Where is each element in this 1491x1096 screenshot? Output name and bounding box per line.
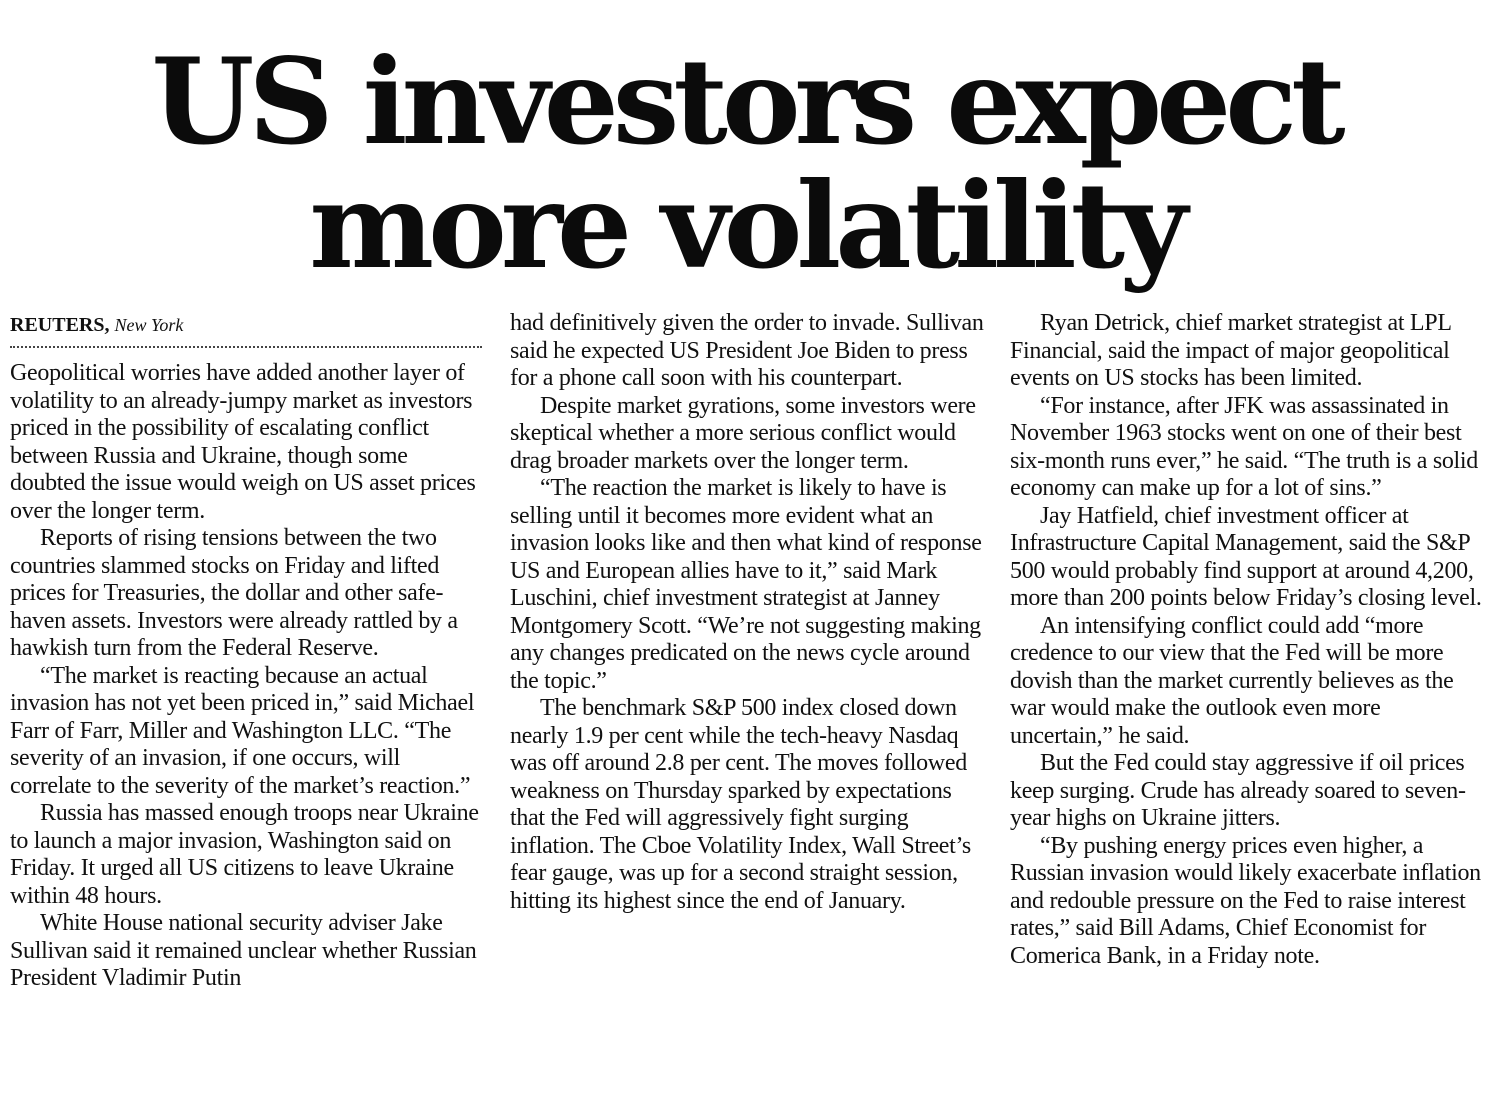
paragraph: “For instance, after JFK was assassinate…: [1010, 392, 1478, 502]
byline-agency: REUTERS,: [10, 314, 110, 336]
paragraph: Jay Hatfield, chief investment officer a…: [1010, 502, 1482, 612]
article-column-1: REUTERS, New York Geopolitical worries h…: [10, 310, 482, 1090]
paragraph: “The market is reacting because an actua…: [10, 662, 475, 799]
article-headline: US investors expect more volatility: [0, 40, 1491, 288]
paragraph: Reports of rising tensions between the t…: [10, 525, 458, 661]
paragraph: Ryan Detrick, chief market strategist at…: [1010, 310, 1451, 391]
paragraph: An intensifying conflict could add “more…: [1010, 612, 1454, 749]
byline: REUTERS, New York: [10, 312, 482, 340]
paragraph: “By pushing energy prices even higher, a…: [1010, 832, 1481, 969]
paragraph: Russia has massed enough troops near Ukr…: [10, 800, 479, 909]
paragraph: But the Fed could stay aggressive if oil…: [1010, 750, 1466, 831]
article-column-3: Ryan Detrick, chief market strategist at…: [1010, 310, 1485, 1090]
article-column-2: had definitively given the order to inva…: [510, 310, 988, 1090]
paragraph: The benchmark S&P 500 index closed down …: [510, 695, 971, 914]
byline-location: New York: [114, 315, 184, 335]
paragraph: Geopolitical worries have added another …: [10, 360, 476, 524]
byline-divider: [10, 346, 482, 348]
paragraph: had definitively given the order to inva…: [510, 310, 984, 391]
article-body: REUTERS, New York Geopolitical worries h…: [10, 310, 1485, 1090]
paragraph: White House national security adviser Ja…: [10, 910, 477, 991]
paragraph: Despite market gyrations, some investors…: [510, 392, 976, 474]
paragraph: “The reaction the market is likely to ha…: [510, 475, 982, 694]
headline-line-2: more volatility: [309, 156, 1188, 295]
headline-line-1: US investors expect: [151, 32, 1345, 171]
